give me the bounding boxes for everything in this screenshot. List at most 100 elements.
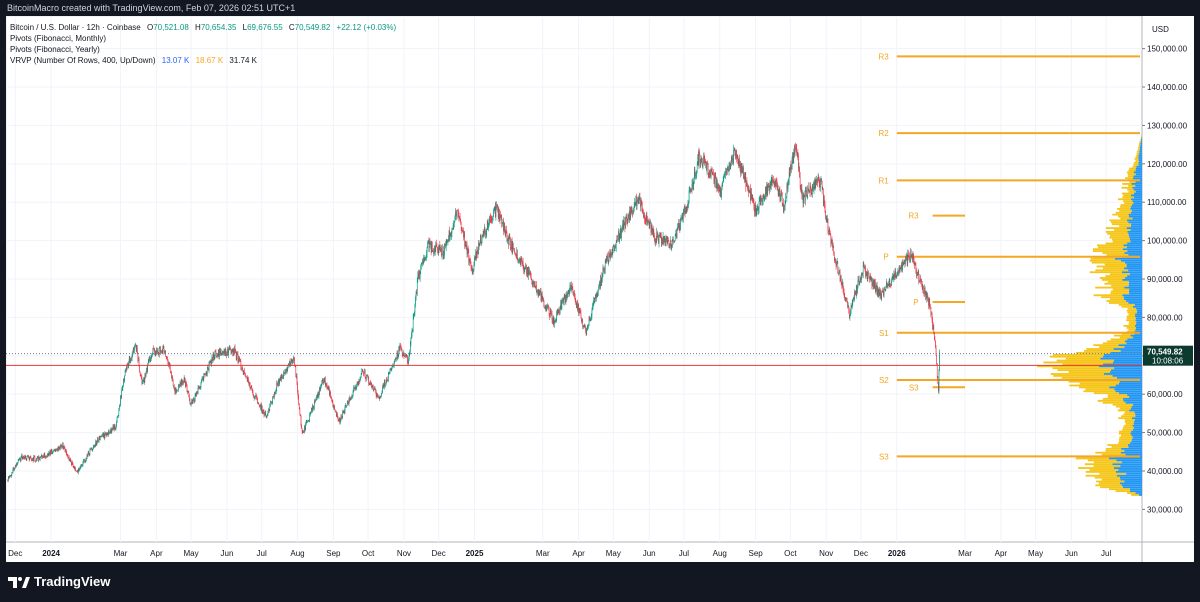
vp-down-bar [1106,300,1127,302]
vp-down-bar [1115,211,1131,214]
vp-up-bar [1130,211,1142,214]
candle-body [446,239,448,244]
candle-body [367,375,368,377]
legend-pivots-yearly[interactable]: Pivots (Fibonacci, Yearly) [10,45,100,54]
y-tick-label: 60,000.00 [1147,390,1183,399]
legend-ohlc-row[interactable]: Bitcoin / U.S. Dollar · 12h · Coinbase O… [10,22,396,33]
candle-body [710,168,712,178]
candle-body [755,212,757,216]
candle-body [571,284,573,290]
candle-body [784,204,785,206]
candle-body [487,220,489,229]
vp-down-bar [1129,181,1136,183]
candle-body [99,436,101,439]
candle-body [244,373,246,376]
candle-body [497,210,499,219]
candle-body [861,272,863,275]
candle-body [684,206,685,212]
candle-body [633,210,634,212]
candle-body [61,446,63,448]
candle-body [847,305,849,308]
candle-body [780,192,782,197]
candle-body [492,220,493,221]
candle-body [268,409,269,411]
candle-body [631,209,633,213]
candle-body [24,456,25,460]
candle-body [650,223,652,233]
candle-body [877,288,878,296]
candle-body [294,359,295,365]
candle-body [81,464,83,466]
candle-body [352,391,354,396]
candle-body [388,374,389,381]
legend-pivots-monthly[interactable]: Pivots (Fibonacci, Monthly) [10,34,107,43]
vp-down-bar [1133,163,1139,166]
candle-body [622,224,623,229]
candle-body [168,363,169,365]
candle-body [492,215,494,221]
candle-body [410,337,412,345]
candle-body [110,429,111,433]
candle-body [838,270,840,274]
candle-body [829,234,831,236]
candle-body [713,172,714,174]
candle-body [781,194,783,204]
candle-body [873,280,874,287]
vp-up-bar [1138,159,1142,162]
tradingview-brand[interactable]: TradingView [8,574,110,589]
candle-body [715,176,717,188]
candle-body [892,275,894,280]
candle-body [227,349,228,354]
vp-down-bar [1062,363,1104,366]
vp-down-bar [1120,204,1132,206]
candle-body [724,174,725,176]
legend-symbol[interactable]: Bitcoin / U.S. Dollar · 12h · Coinbase [10,23,141,32]
candle-body [766,186,767,195]
candle-body [833,246,835,255]
legend-vrvp-row[interactable]: VRVP (Number Of Rows, 400, Up/Down) 13.0… [10,55,396,66]
candle-body [282,377,284,379]
candle-body [911,254,913,258]
vp-down-bar [1119,209,1132,212]
candle-body [854,291,855,299]
candle-body [593,300,595,302]
candle-body [142,380,144,382]
candle-body [407,362,409,364]
vp-down-bar [1139,140,1141,143]
candle-body [35,460,37,462]
vp-up-bar [1136,321,1142,324]
candle-body [677,226,679,228]
candle-body [397,352,398,359]
candle-body [538,291,540,293]
candle-body [622,224,624,228]
candle-body [593,300,594,303]
candle-body [563,296,565,303]
x-axis[interactable]: Dec 2024 Mar Apr May Jun Jul Aug Sep Oct Nov Dec 202… [8,549,1111,558]
candle-body [736,150,737,158]
candle-body [670,240,672,249]
candle-body [76,470,78,472]
candle-body [75,470,77,472]
candle-body [937,376,939,383]
candle-body [828,230,829,232]
candle-body [332,401,334,407]
candle-body [661,236,662,244]
y-axis[interactable]: USD30,000.0040,000.0050,000.0060,000.007… [1142,25,1193,514]
candle-body [363,371,364,374]
candle-body [865,267,866,277]
candle-body [369,381,371,385]
candle-body [702,162,704,167]
candle-body [831,239,833,244]
vp-down-bar [1061,376,1117,379]
candle-body [219,349,220,357]
candle-body [905,258,907,260]
vp-up-bar [1100,357,1142,360]
candle-body [193,398,194,400]
candle-body [396,352,398,359]
candle-body [122,385,124,389]
candle-body [857,280,859,287]
candle-body [10,475,11,477]
vp-down-bar [1139,142,1141,145]
candle-body [10,475,12,477]
